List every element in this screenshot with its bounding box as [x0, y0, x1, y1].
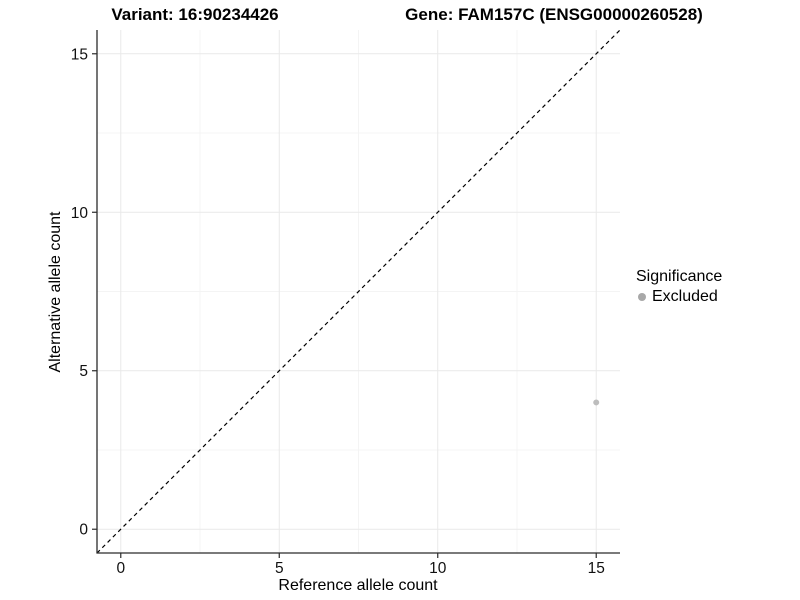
variant-title: Variant: 16:90234426 — [111, 5, 279, 24]
x-tick-label: 10 — [429, 560, 447, 577]
y-tick-label: 10 — [71, 205, 89, 222]
x-axis-title: Reference allele count — [278, 577, 438, 594]
legend: Significance Excluded — [636, 268, 722, 306]
y-tick-label: 5 — [79, 363, 88, 380]
x-tick-label: 0 — [116, 560, 125, 577]
legend-entry-excluded: Excluded — [636, 288, 722, 306]
y-axis-title: Alternative allele count — [47, 211, 64, 373]
identity-line — [96, 29, 621, 554]
y-tick-label: 0 — [79, 522, 88, 539]
excluded-point-icon — [638, 293, 646, 301]
data-point — [593, 399, 600, 406]
gene-title: Gene: FAM157C (ENSG00000260528) — [405, 5, 703, 24]
x-tick-label: 15 — [588, 560, 605, 577]
y-tick-label: 15 — [71, 46, 88, 63]
legend-title: Significance — [636, 268, 723, 285]
x-tick-label: 5 — [275, 560, 284, 577]
legend-entry-label: Excluded — [652, 288, 718, 305]
